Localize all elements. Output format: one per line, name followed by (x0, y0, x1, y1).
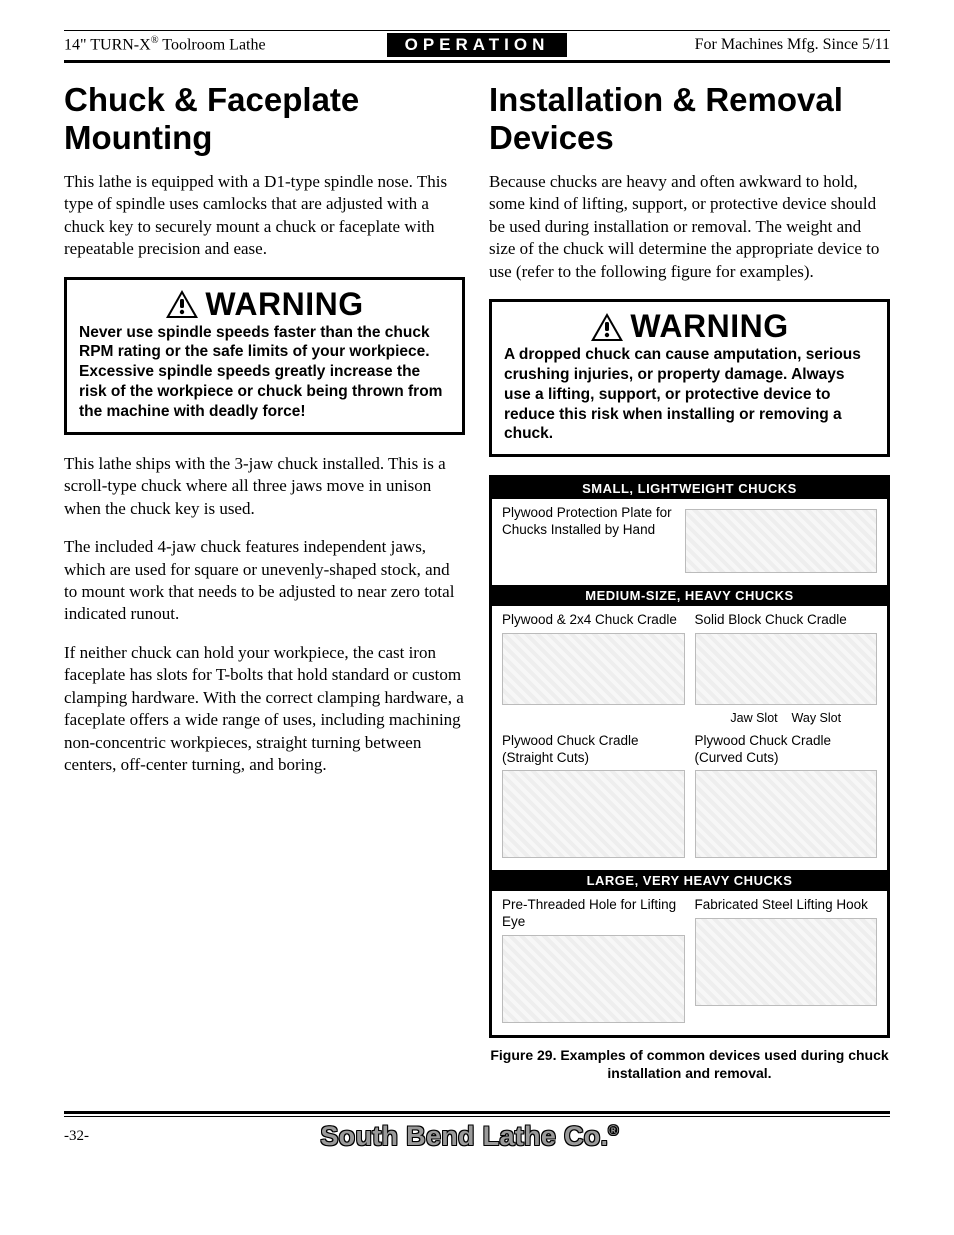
warning-triangle-icon (165, 289, 199, 319)
left-heading: Chuck & Faceplate Mounting (64, 81, 465, 157)
figure-caption: Figure 29. Examples of common devices us… (489, 1046, 890, 1082)
content-columns: Chuck & Faceplate Mounting This lathe is… (64, 81, 890, 1083)
fig-section-large-head: LARGE, VERY HEAVY CHUCKS (492, 870, 887, 891)
page-number: -32- (64, 1128, 89, 1145)
header-right: For Machines Mfg. Since 5/11 (567, 36, 890, 54)
warning-label-left: WARNING (205, 286, 363, 323)
page-header: 14" TURN-X® Toolroom Lathe OPERATION For… (64, 31, 890, 60)
left-para-2: This lathe ships with the 3-jaw chuck in… (64, 453, 465, 520)
fig-med-r2c1-label: Plywood Chuck Cradle (Straight Cuts) (502, 733, 685, 767)
fig-section-large: Pre-Threaded Hole for Lifting Eye Fabric… (492, 891, 887, 1035)
fig-large-c2-illustration (695, 918, 878, 1006)
warning-label-right: WARNING (630, 308, 788, 345)
left-column: Chuck & Faceplate Mounting This lathe is… (64, 81, 465, 792)
fig-med-r2c1-illustration (502, 770, 685, 858)
company-name: South Bend Lathe Co. (320, 1121, 608, 1151)
warning-triangle-icon (590, 312, 624, 342)
warning-text-left: Never use spindle speeds faster than the… (79, 323, 450, 422)
right-para-1: Because chucks are heavy and often awkwa… (489, 171, 890, 283)
right-heading: Installation & Removal Devices (489, 81, 890, 157)
left-para-4: If neither chuck can hold your workpiece… (64, 642, 465, 777)
company-logo-text: South Bend Lathe Co.® (89, 1121, 850, 1152)
warning-header-right: WARNING (504, 308, 875, 345)
section-badge: OPERATION (387, 33, 568, 57)
left-para-3: The included 4-jaw chuck features indepe… (64, 536, 465, 626)
registered-mark: ® (151, 35, 159, 46)
fig-med-r1c2-illustration (695, 633, 878, 705)
fig-large-c1-label: Pre-Threaded Hole for Lifting Eye (502, 897, 685, 931)
fig-med-anno-way: Way Slot (792, 711, 842, 725)
warning-text-right: A dropped chuck can cause amputation, se… (504, 345, 875, 444)
product-name-suffix: Toolroom Lathe (159, 37, 266, 54)
company-reg-mark: ® (608, 1123, 618, 1138)
warning-box-left: WARNING Never use spindle speeds faster … (64, 277, 465, 435)
footer-rule-thin (64, 1116, 890, 1117)
fig-large-c1-illustration (502, 935, 685, 1023)
fig-small-illustration (685, 509, 878, 573)
figure-box: SMALL, LIGHTWEIGHT CHUCKS Plywood Protec… (489, 475, 890, 1038)
fig-small-label: Plywood Protection Plate for Chucks Inst… (502, 505, 675, 539)
fig-section-small: Plywood Protection Plate for Chucks Inst… (492, 499, 887, 585)
fig-med-r2c2-illustration (695, 770, 878, 858)
fig-med-r1c1-label: Plywood & 2x4 Chuck Cradle (502, 612, 685, 629)
fig-med-anno-jaw: Jaw Slot (730, 711, 777, 725)
fig-section-medium-head: MEDIUM-SIZE, HEAVY CHUCKS (492, 585, 887, 606)
product-name-prefix: 14" TURN-X (64, 37, 151, 54)
fig-med-r1c1-illustration (502, 633, 685, 705)
header-left: 14" TURN-X® Toolroom Lathe (64, 35, 387, 54)
fig-med-r2c2-label: Plywood Chuck Cradle (Curved Cuts) (695, 733, 878, 767)
right-column: Installation & Removal Devices Because c… (489, 81, 890, 1083)
fig-section-small-head: SMALL, LIGHTWEIGHT CHUCKS (492, 478, 887, 499)
fig-large-c2-label: Fabricated Steel Lifting Hook (695, 897, 878, 914)
warning-header-left: WARNING (79, 286, 450, 323)
footer: -32- South Bend Lathe Co.® (64, 1111, 890, 1152)
fig-section-medium: Plywood & 2x4 Chuck Cradle Solid Block C… (492, 606, 887, 870)
warning-box-right: WARNING A dropped chuck can cause amputa… (489, 299, 890, 457)
left-para-1: This lathe is equipped with a D1-type sp… (64, 171, 465, 261)
header-rule-bottom (64, 60, 890, 63)
fig-med-r1c2-label: Solid Block Chuck Cradle (695, 612, 878, 629)
